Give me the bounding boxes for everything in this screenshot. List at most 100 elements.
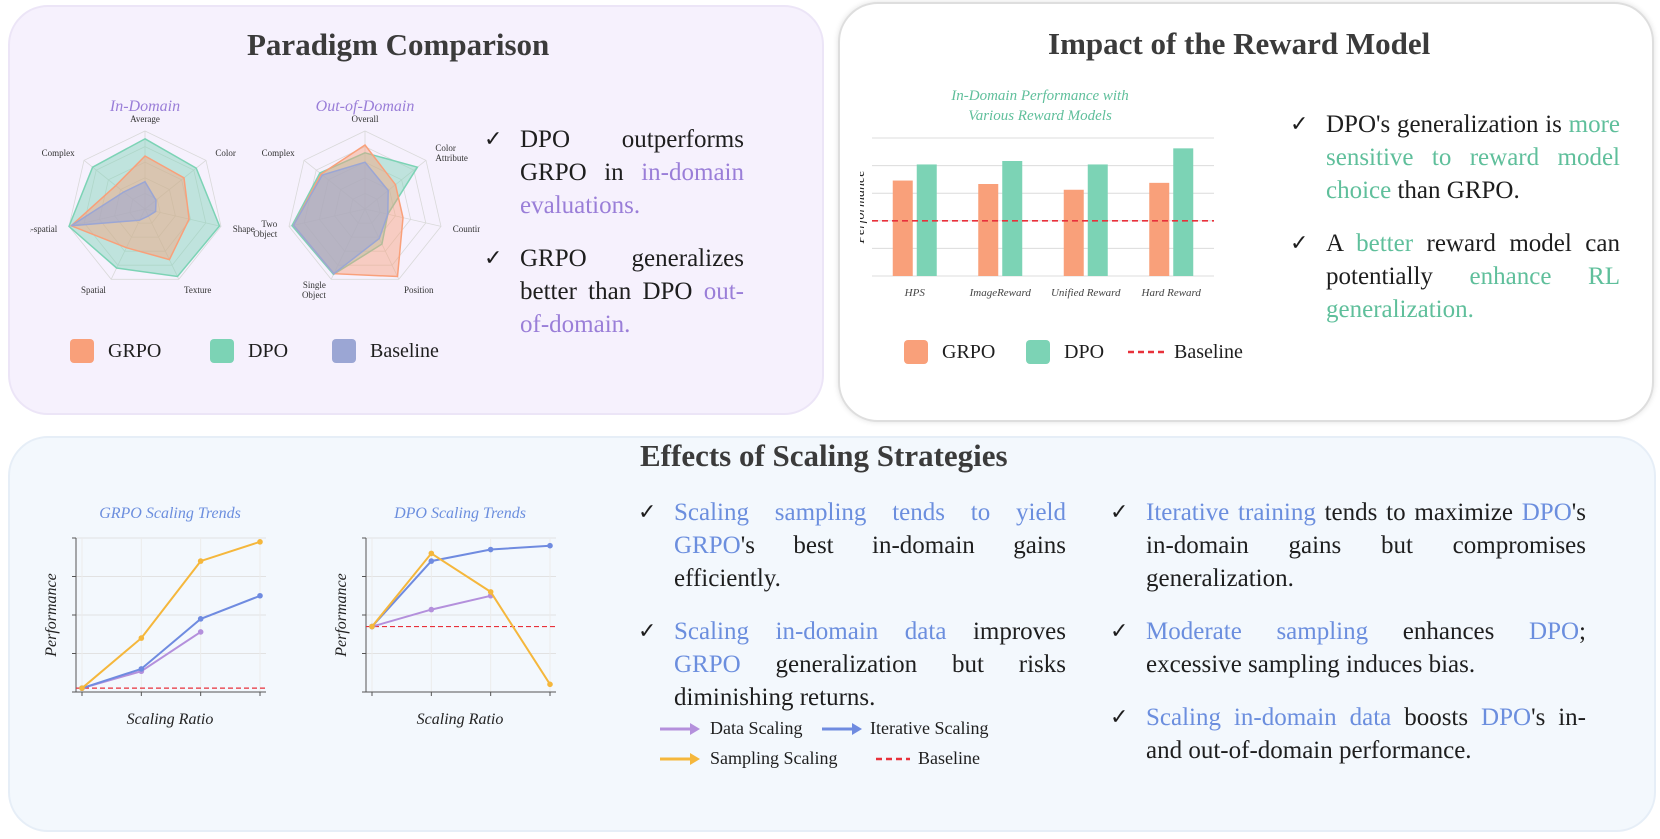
grpo-swatch xyxy=(70,339,94,363)
line-point xyxy=(428,606,435,613)
line-y-label: Performance xyxy=(43,573,60,658)
line-series-iterative-scaling xyxy=(81,594,261,690)
scaling-legend: Data Scaling Iterative Scaling Sampling … xyxy=(660,718,1020,778)
line-point xyxy=(197,629,204,635)
dpo-scaling-chart: DPO Scaling Trends Scaling Ratio Performan… xyxy=(333,505,556,728)
line-point xyxy=(428,550,435,557)
bar-grpo xyxy=(1149,182,1170,276)
radar-axis-label: Color Attribute xyxy=(435,143,468,163)
radar-grid-ring xyxy=(98,161,192,252)
line-point xyxy=(138,635,145,641)
radar-axis-label: Texture xyxy=(184,285,211,295)
dpo-swatch xyxy=(210,339,234,363)
panel-title: Effects of Scaling Strategies xyxy=(640,438,1008,473)
line-point xyxy=(369,623,375,630)
grpo-swatch xyxy=(904,340,928,364)
line-point xyxy=(197,558,204,564)
dpo-swatch xyxy=(1026,340,1050,364)
check-icon: ✓ xyxy=(1290,231,1309,256)
bullet-item: ✓ DPO outperforms GRPO in in-domain eval… xyxy=(484,123,744,222)
grpo-scaling-chart: GRPO Scaling Trends Scaling Ratio Performa… xyxy=(43,505,266,728)
bullet-item: ✓ DPO's generalization is more sensitive… xyxy=(1290,108,1620,207)
bullet-item: ✓ A better reward model can potentially … xyxy=(1290,227,1620,326)
baseline-dash-swatch xyxy=(1128,350,1164,354)
bar-category-label: Unified Reward xyxy=(1051,287,1121,299)
line-point xyxy=(257,539,263,545)
radar-axis-label: Single Object xyxy=(302,280,326,300)
baseline-swatch xyxy=(332,339,356,363)
line-series-iterative-scaling xyxy=(371,544,551,628)
radar-axis-label: Average xyxy=(130,114,160,124)
check-icon: ✓ xyxy=(1110,705,1129,730)
radar-grid-ring xyxy=(288,130,442,280)
reward-bullets: ✓ DPO's generalization is more sensitive… xyxy=(1290,108,1620,326)
bullet-item: ✓ Moderate sampling enhances DPO; excess… xyxy=(1110,615,1586,681)
bar-category-label: ImageReward xyxy=(969,287,1032,299)
panel-title: Paradigm Comparison xyxy=(247,27,550,62)
line-chart-title: GRPO Scaling Trends xyxy=(99,505,241,522)
line-point xyxy=(547,681,553,688)
radar-axis-label: Spatial xyxy=(81,285,106,295)
scaling-strategies-panel: Effects of Scaling Strategies GRPO Scali… xyxy=(8,436,1656,832)
radar-title: In-Domain xyxy=(109,98,180,115)
radar-axis-label: Color xyxy=(215,148,236,158)
line-point xyxy=(487,546,494,553)
bar-dpo xyxy=(1002,161,1023,276)
radar-axis-label: Complex xyxy=(262,148,295,158)
bar-y-label: Performance xyxy=(860,170,868,244)
iterative-scaling-arrow-icon xyxy=(822,722,862,735)
line-x-label: Scaling Ratio xyxy=(417,711,504,728)
radar-axis-label: Complex xyxy=(42,148,75,158)
radar-axis-label: Two Object xyxy=(253,219,277,239)
line-point xyxy=(487,589,494,595)
radar-axis-label: Overall xyxy=(352,114,379,124)
line-point xyxy=(257,592,263,599)
line-point xyxy=(79,685,85,691)
reward-bar-chart: In-Domain Performance with Various Reward… xyxy=(860,88,1214,299)
radar-series-baseline xyxy=(70,180,157,227)
bullet-item: ✓ Scaling in-domain data boosts DPO's in… xyxy=(1110,701,1586,767)
paradigm-legend: GRPO DPO Baseline xyxy=(70,339,490,367)
line-chart-title: DPO Scaling Trends xyxy=(393,505,526,522)
radar-grid-ring xyxy=(83,146,207,266)
check-icon: ✓ xyxy=(484,246,503,271)
radar-series-baseline xyxy=(292,161,389,275)
bar-grpo xyxy=(892,180,913,276)
scaling-bullets-right: ✓ Iterative training tends to maximize D… xyxy=(1110,496,1586,767)
bar-chart-title: Various Reward Models xyxy=(968,108,1112,124)
line-series-sampling-scaling xyxy=(81,540,261,689)
bar-chart-title: In-Domain Performance with xyxy=(950,88,1128,104)
line-point xyxy=(138,666,145,672)
data-scaling-arrow-icon xyxy=(660,722,700,735)
line-y-label: Performance xyxy=(333,573,350,658)
paradigm-bullets: ✓ DPO outperforms GRPO in in-domain eval… xyxy=(484,123,744,341)
sampling-scaling-arrow-icon xyxy=(660,752,700,765)
baseline-dash-swatch xyxy=(876,757,910,760)
bar-category-label: Hard Reward xyxy=(1141,287,1202,299)
panel-title: Impact of the Reward Model xyxy=(1048,26,1431,61)
bar-grpo xyxy=(978,184,999,276)
radar-grid-ring xyxy=(68,130,222,280)
bullet-item: ✓ Scaling in-domain data improves GRPO g… xyxy=(638,615,1066,714)
reward-legend: GRPO DPO Baseline xyxy=(904,340,1324,368)
check-icon: ✓ xyxy=(1110,500,1129,525)
radar-spoke xyxy=(144,208,222,227)
bar-dpo xyxy=(1173,148,1194,276)
bar-category-label: HPS xyxy=(904,287,926,299)
paradigm-comparison-panel: Paradigm Comparison In-Domain Average Colo… xyxy=(8,5,824,415)
scaling-bullets-left: ✓ Scaling sampling tends to yield GRPO's… xyxy=(638,496,1066,714)
bullet-item: ✓ Scaling sampling tends to yield GRPO's… xyxy=(638,496,1066,595)
check-icon: ✓ xyxy=(1290,112,1309,137)
check-icon: ✓ xyxy=(638,500,657,525)
bar-grpo xyxy=(1063,189,1084,276)
bullet-item: ✓ Iterative training tends to maximize D… xyxy=(1110,496,1586,595)
radar-grid-ring xyxy=(303,146,427,266)
radar-spoke xyxy=(144,208,180,280)
line-series-sampling-scaling xyxy=(371,552,551,685)
radar-axis-label: Position xyxy=(404,285,434,295)
check-icon: ✓ xyxy=(484,127,503,152)
reward-model-panel: Impact of the Reward Model In-Domain Per… xyxy=(838,2,1654,422)
line-x-label: Scaling Ratio xyxy=(127,711,214,728)
radar-axis-label: Counting xyxy=(453,224,480,234)
